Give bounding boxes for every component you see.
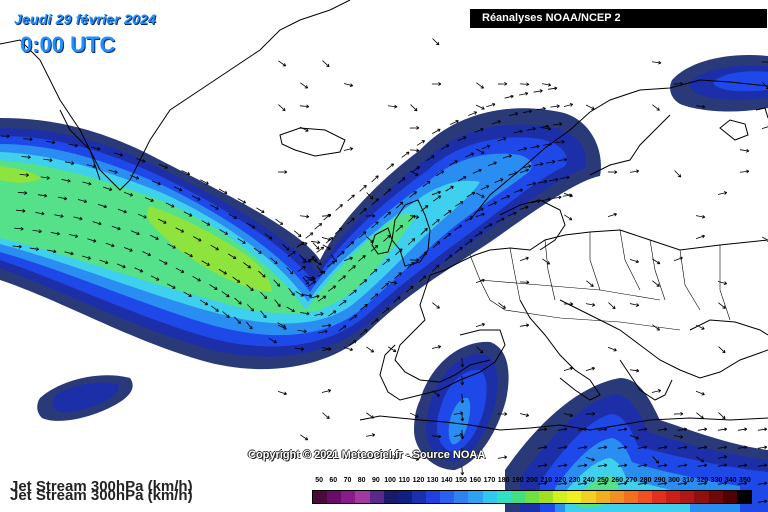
color-scale-label: 160 [469,477,481,484]
color-scale-label: 280 [640,477,652,484]
color-scale-label: 80 [358,477,366,484]
color-scale-label: 300 [668,477,680,484]
color-scale-bar [312,490,752,504]
color-scale-cell [384,491,398,503]
color-scale-label: 270 [626,477,638,484]
color-scale-label: 150 [455,477,467,484]
map-time: 0:00 UTC [20,32,115,58]
color-scale-cell [426,491,440,503]
color-scale-label: 330 [711,477,723,484]
color-scale-label: 200 [526,477,538,484]
color-scale-label: 310 [682,477,694,484]
color-scale-cell [694,491,708,503]
color-scale-cell [355,491,369,503]
color-scale-label: 340 [725,477,737,484]
color-scale-legend: 50 60 70 80 90 100 110 120 130 140 150 160 170 180 190… [312,477,752,507]
color-scale-cell [737,491,751,503]
color-scale-labels: 50 60 70 80 90 100 110 120 130 140 150 160 170 180 190… [312,477,752,489]
color-scale-cell [723,491,737,503]
color-scale-label: 320 [696,477,708,484]
copyright-text: Copyright © 2021 Meteociel.fr - Source N… [248,449,485,461]
color-scale-label: 90 [372,477,380,484]
color-scale-cell [483,491,497,503]
map-date: Jeudi 29 février 2024 [14,11,156,27]
color-scale-label: 240 [583,477,595,484]
color-scale-label: 190 [512,477,524,484]
color-scale-cell [666,491,680,503]
color-scale-cell [313,491,327,503]
color-scale-label: 130 [427,477,439,484]
color-scale-label: 50 [315,477,323,484]
color-scale-label: 290 [654,477,666,484]
color-scale-label: 220 [555,477,567,484]
color-scale-cell [511,491,525,503]
color-scale-cell [341,491,355,503]
map-title-shadow: Jet Stream 300hPa (km/h) [10,487,193,504]
color-scale-cell [454,491,468,503]
color-scale-cell [497,491,511,503]
color-scale-label: 110 [399,477,410,484]
source-banner: Réanalyses NOAA/NCEP 2 [470,9,767,28]
color-scale-cell [709,491,723,503]
color-scale-label: 70 [344,477,352,484]
color-scale-label: 100 [384,477,396,484]
color-scale-cell [581,491,595,503]
color-scale-cell [567,491,581,503]
color-scale-label: 140 [441,477,453,484]
color-scale-label: 250 [597,477,609,484]
color-scale-cell [610,491,624,503]
color-scale-label: 170 [484,477,496,484]
color-scale-cell [638,491,652,503]
color-scale-label: 210 [540,477,552,484]
color-scale-cell [327,491,341,503]
color-scale-cell [553,491,567,503]
color-scale-cell [525,491,539,503]
color-scale-cell [468,491,482,503]
color-scale-cell [596,491,610,503]
color-scale-label: 60 [329,477,337,484]
color-scale-cell [398,491,412,503]
color-scale-cell [440,491,454,503]
color-scale-cell [624,491,638,503]
source-text: Réanalyses NOAA/NCEP 2 [482,9,621,28]
color-scale-cell [652,491,666,503]
color-scale-cell [412,491,426,503]
color-scale-label: 230 [569,477,581,484]
color-scale-label: 180 [498,477,510,484]
color-scale-cell [539,491,553,503]
color-scale-label: 350 [739,477,751,484]
color-scale-label: 260 [611,477,623,484]
color-scale-label: 120 [413,477,425,484]
color-scale-cell [680,491,694,503]
color-scale-cell [370,491,384,503]
